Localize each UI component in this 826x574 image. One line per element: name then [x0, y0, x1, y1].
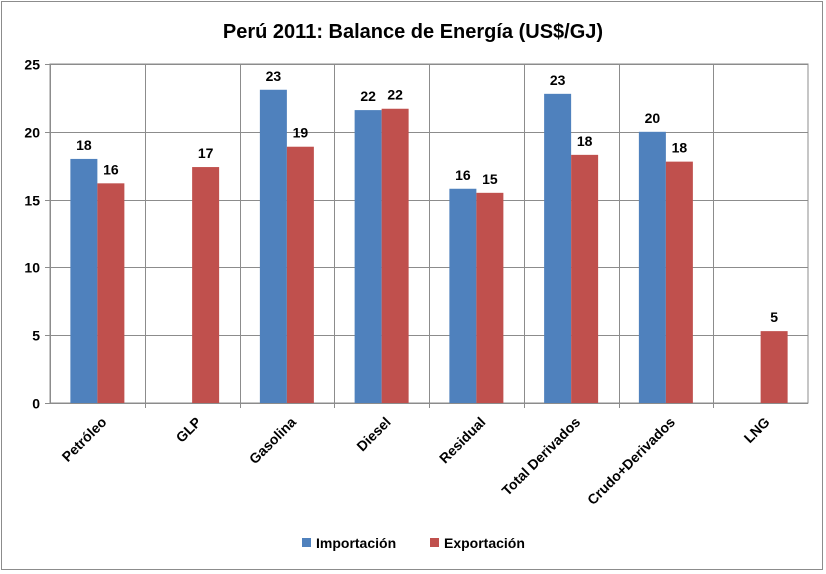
- axes: [45, 64, 808, 404]
- legend-label: Importación: [316, 535, 396, 551]
- bar-exportacion: [760, 331, 788, 403]
- bar-importacion: [70, 158, 98, 403]
- bar-importacion: [354, 110, 382, 403]
- data-labels: 18 16 17 23 19 22 22 16 15 23 18 20 18 5: [76, 68, 778, 325]
- x-tick-label: Gasolina: [246, 414, 299, 467]
- x-axis-ticks: Petróleo GLP Gasolina Diesel Residual Total D…: [59, 414, 773, 508]
- data-label: 17: [198, 145, 214, 161]
- bar-exportacion: [571, 154, 599, 403]
- y-axis-ticks: 0 5 10 15 20 25: [24, 57, 40, 412]
- bar-importacion: [449, 188, 477, 403]
- legend-swatch: [430, 538, 439, 547]
- x-tick-label: GLP: [173, 414, 205, 446]
- legend-label: Exportación: [444, 535, 525, 551]
- data-label: 16: [455, 167, 471, 183]
- x-tick-label: LNG: [741, 414, 773, 446]
- x-tick-label: Residual: [436, 414, 489, 467]
- y-tick-label: 10: [24, 260, 40, 276]
- bar-importacion: [259, 89, 287, 403]
- bars: [70, 89, 788, 404]
- y-tick-label: 5: [32, 328, 40, 344]
- data-label: 19: [293, 125, 309, 141]
- y-tick-label: 0: [32, 396, 40, 412]
- x-tick-label: Petróleo: [59, 414, 110, 465]
- data-label: 5: [770, 309, 778, 325]
- x-tick-label: Total Derivados: [498, 414, 583, 499]
- data-label: 18: [76, 137, 92, 153]
- legend: Importación Exportación: [302, 535, 525, 551]
- bar-importacion: [544, 93, 572, 403]
- chart-title: Perú 2011: Balance de Energía (US$/GJ): [223, 21, 603, 43]
- y-tick-label: 15: [24, 193, 40, 209]
- bar-exportacion: [381, 108, 409, 404]
- y-tick-label: 20: [24, 125, 40, 141]
- data-label: 18: [577, 133, 593, 149]
- x-tick-label: Crudo+Derivados: [584, 414, 678, 508]
- bar-exportacion: [286, 146, 314, 403]
- data-label: 15: [482, 171, 498, 187]
- y-tick-label: 25: [24, 57, 40, 73]
- bar-exportacion: [192, 167, 220, 403]
- bar-exportacion: [97, 183, 125, 403]
- bar-exportacion: [665, 161, 693, 403]
- gridlines: [45, 63, 809, 408]
- data-label: 18: [672, 140, 688, 156]
- data-label: 22: [360, 88, 376, 104]
- bar-importacion: [638, 131, 666, 404]
- data-label: 16: [103, 161, 119, 177]
- legend-swatch: [302, 538, 311, 547]
- data-label: 23: [550, 72, 566, 88]
- data-label: 22: [387, 87, 403, 103]
- bar-exportacion: [476, 192, 504, 403]
- data-label: 23: [266, 68, 282, 84]
- x-tick-label: Diesel: [353, 414, 393, 454]
- data-label: 20: [645, 110, 661, 126]
